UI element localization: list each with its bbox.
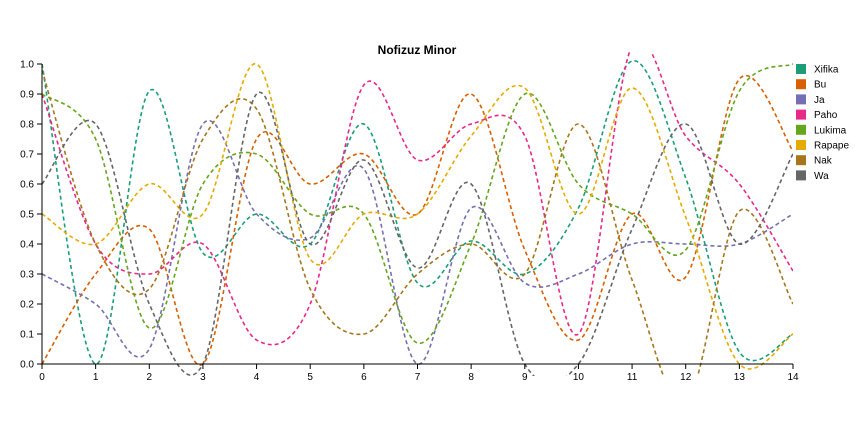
y-tick-label: 0.9 [20,90,34,101]
legend-label: Wa [814,171,829,182]
x-tick-label: 13 [734,372,746,383]
series-line-bu [42,74,793,366]
series-lines [42,52,793,376]
legend-swatch [796,79,806,90]
series-line-ja [42,119,793,365]
series-line-nak [42,69,793,376]
axes: 0 1 2 3 4 5 6 7 8 9 10 11 12 13 140.00.10.20.30.40.50.… [20,60,799,384]
y-tick-label: 0.3 [20,270,34,281]
legend-label: Ja [814,95,825,106]
legend-item-nak: Nak [796,155,833,167]
chart-title: Nofizuz Minor [378,43,457,57]
legend-label: Paho [814,110,838,121]
y-tick-label: 1.0 [20,60,34,71]
legend-item-lukima: Lukima [796,124,847,136]
legend-label: Nak [814,156,833,167]
legend-item-rapape: Rapape [796,140,849,152]
legend-item-wa: Wa [796,170,829,182]
legend-label: Bu [814,80,826,91]
x-tick-label: 2 [147,372,153,383]
x-tick-label: 9 [522,372,528,383]
y-tick-label: 0.5 [20,210,34,221]
series-line-lukima [42,63,793,344]
x-tick-label: 8 [468,372,474,383]
legend-label: Lukima [814,125,847,136]
x-tick-label: 5 [307,372,313,383]
legend-item-xifika: Xifika [796,64,839,76]
series-line-paho [42,52,793,346]
x-tick-label: 0 [39,372,45,383]
x-tick-label: 11 [627,372,638,383]
series-line-xifika [42,60,793,365]
x-tick-label: 4 [254,372,260,383]
legend-swatch [796,94,806,105]
legend-swatch [796,140,806,150]
x-tick-label: 10 [573,372,585,383]
legend-swatch [796,109,806,120]
legend-swatch [796,155,806,166]
y-tick-label: 0.7 [20,150,34,161]
x-tick-label: 14 [787,372,799,383]
y-tick-label: 0.0 [20,360,34,371]
legend-item-bu: Bu [796,79,826,91]
y-tick-label: 0.1 [20,330,34,341]
legend-label: Rapape [814,141,849,152]
legend-swatch [796,170,806,181]
x-tick-label: 6 [361,372,367,383]
series-line-rapape [42,63,793,370]
legend-item-ja: Ja [796,94,825,106]
x-tick-label: 12 [680,372,692,383]
y-tick-label: 0.4 [20,240,34,251]
x-tick-label: 1 [93,372,99,383]
y-tick-label: 0.2 [20,300,34,311]
y-tick-label: 0.6 [20,180,34,191]
x-tick-label: 7 [415,372,421,383]
legend-swatch [796,64,806,74]
legend: Xifika Bu Ja Paho Lukima Rapape Nak Wa [796,64,849,182]
y-tick-label: 0.8 [20,120,34,131]
legend-item-paho: Paho [796,109,838,121]
legend-swatch [796,124,806,135]
series-line-wa [42,91,793,376]
legend-label: Xifika [814,65,839,76]
x-tick-label: 3 [200,372,206,383]
